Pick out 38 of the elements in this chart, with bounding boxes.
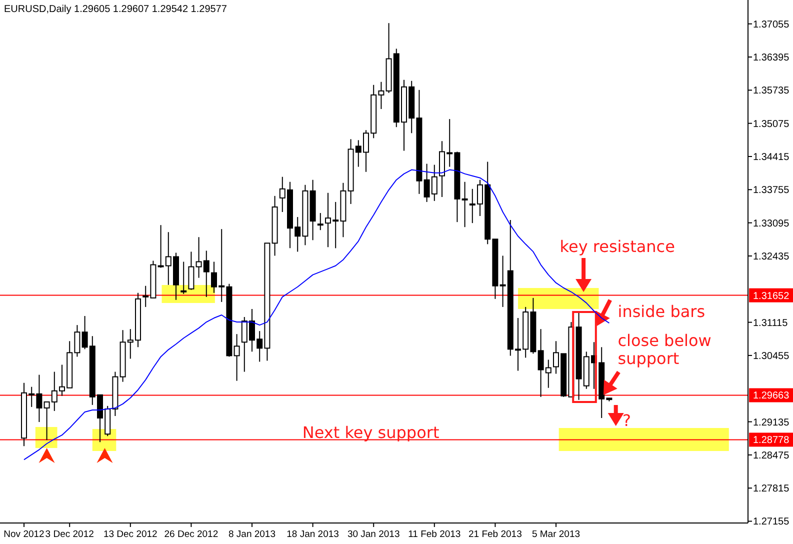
y-tick-label: 1.30455 — [753, 350, 790, 362]
y-tick-label: 1.29135 — [753, 417, 790, 428]
y-tick-label: 1.27155 — [753, 516, 790, 528]
y-tick-label: 1.35735 — [753, 86, 790, 97]
text: ? — [622, 411, 631, 430]
y-tick-label: 1.35075 — [753, 118, 790, 130]
annotation: Next key support — [302, 423, 440, 442]
y-tick-label: 1.36395 — [753, 52, 790, 64]
text: inside bars — [618, 302, 706, 321]
ref-line-label: 1.29663 — [753, 390, 790, 402]
ref-line-label: 1.28778 — [753, 435, 790, 446]
candlestick — [462, 181, 468, 228]
ref-line-label: 1.31652 — [753, 290, 790, 302]
y-tick-label: 1.33095 — [753, 218, 790, 230]
x-tick-label: 8 Jan 2013 — [228, 529, 276, 540]
x-tick-label: 5 Mar 2013 — [532, 529, 580, 540]
candlestick — [188, 251, 194, 290]
x-tick-label: 3 Dec 2012 — [45, 529, 94, 540]
chart-title: EURUSD,Daily 1.29605 1.29607 1.29542 1.29577 — [4, 4, 228, 15]
y-tick-label: 1.34415 — [753, 152, 790, 163]
x-tick-label: 13 Dec 2012 — [103, 529, 158, 540]
x-tick-label: 26 Dec 2012 — [164, 529, 218, 540]
x-tick-label: 21 Feb 2013 — [468, 529, 522, 540]
candlestick — [234, 334, 240, 382]
y-tick-label: 1.32435 — [753, 251, 790, 262]
x-tick-label: 18 Jan 2013 — [286, 529, 339, 540]
text: close below support — [618, 331, 712, 368]
y-tick-label: 1.31115 — [753, 318, 788, 329]
x-tick-label: Nov 2012 — [4, 529, 44, 540]
y-tick-label: 1.27815 — [753, 484, 790, 495]
candlestick — [317, 212, 324, 231]
y-tick-label: 1.37055 — [753, 19, 790, 30]
x-tick-label: 30 Jan 2013 — [347, 529, 400, 540]
y-tick-label: 1.28475 — [753, 450, 790, 462]
x-tick-label: 11 Feb 2013 — [408, 529, 461, 540]
y-tick-label: 1.33755 — [753, 185, 790, 196]
annotation: key resistance — [560, 237, 675, 256]
candlestick — [180, 261, 187, 294]
